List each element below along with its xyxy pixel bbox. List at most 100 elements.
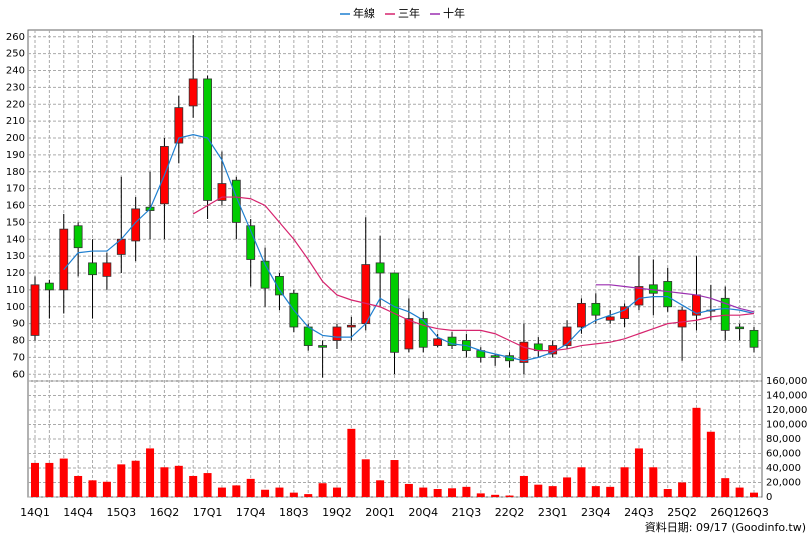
x-tick-label: 18Q3 xyxy=(279,506,309,519)
volume-bar xyxy=(735,487,744,497)
y-tick-label: 110 xyxy=(6,285,25,296)
y-tick-label: 140 xyxy=(6,234,25,245)
candle-body xyxy=(562,326,572,346)
x-tick-label: 15Q3 xyxy=(106,506,136,519)
volume-bar xyxy=(59,458,68,497)
candle-body xyxy=(188,78,198,107)
volume-bar xyxy=(131,460,140,497)
volume-bar xyxy=(174,465,183,497)
volume-bar xyxy=(620,467,629,497)
volume-bar xyxy=(491,494,500,497)
y2-tick-label: 20,000 xyxy=(766,478,801,489)
volume-bar xyxy=(505,495,514,497)
x-tick-label: 14Q4 xyxy=(63,506,93,519)
y2-tick-label: 160,000 xyxy=(766,376,807,387)
volume-bar xyxy=(88,480,97,497)
candle-body xyxy=(44,282,54,291)
y-tick-label: 150 xyxy=(6,217,25,228)
candle-body xyxy=(749,329,759,348)
candle-body xyxy=(404,318,414,350)
volume-bar xyxy=(117,464,126,497)
volume-bar xyxy=(678,482,687,497)
x-tick-label: 21Q3 xyxy=(452,506,482,519)
x-tick-label: 14Q1 xyxy=(20,506,50,519)
y-tick-label: 170 xyxy=(6,184,25,195)
x-tick-label: 17Q4 xyxy=(236,506,266,519)
volume-bar xyxy=(361,459,370,497)
volume-bar xyxy=(419,487,428,497)
candle-body xyxy=(217,183,227,201)
legend-label: 十年 xyxy=(443,6,465,20)
candle-body xyxy=(203,78,212,201)
ma-line xyxy=(63,134,755,362)
candle-body xyxy=(332,326,342,341)
candle-body xyxy=(490,355,500,358)
volume-bar xyxy=(750,492,758,497)
candle-body xyxy=(577,302,586,328)
candle-body xyxy=(246,225,256,260)
y-tick-label: 220 xyxy=(6,99,25,110)
candle-body xyxy=(677,309,687,328)
y2-tick-label: 140,000 xyxy=(766,391,807,402)
x-tick-label: 25Q2 xyxy=(667,506,697,519)
legend-label: 年線 xyxy=(353,6,375,20)
y-tick-label: 250 xyxy=(6,49,25,60)
volume-bar xyxy=(591,486,600,497)
y2-tick-label: 0 xyxy=(766,492,772,503)
volume-bar xyxy=(332,487,341,497)
candle-body xyxy=(605,316,615,321)
x-tick-label: 24Q3 xyxy=(624,506,654,519)
volume-bar xyxy=(318,483,327,497)
volume-bar xyxy=(577,467,586,497)
x-tick-label: 26Q3 xyxy=(739,506,769,519)
volume-bar xyxy=(548,486,557,497)
y2-tick-label: 60,000 xyxy=(766,449,801,460)
volume-bar xyxy=(634,448,643,497)
x-tick-label: 17Q1 xyxy=(193,506,223,519)
y-tick-label: 210 xyxy=(6,116,25,127)
candle-body xyxy=(418,318,428,348)
y-tick-label: 70 xyxy=(12,352,25,363)
y2-tick-label: 40,000 xyxy=(766,463,801,474)
candle-body xyxy=(59,228,69,291)
y-tick-label: 90 xyxy=(12,319,25,330)
y-tick-label: 100 xyxy=(6,302,25,313)
ma-line xyxy=(192,196,755,352)
candle-body xyxy=(433,338,443,346)
volume-bar xyxy=(232,485,241,497)
volume-bar xyxy=(289,492,298,497)
volume-bar xyxy=(390,460,399,497)
candle-body xyxy=(591,302,601,316)
volume-bar xyxy=(433,489,442,497)
y-tick-label: 80 xyxy=(12,336,25,347)
y-tick-label: 190 xyxy=(6,150,25,161)
x-tick-label: 16Q2 xyxy=(150,506,180,519)
volume-bar xyxy=(304,494,313,497)
volume-bar xyxy=(692,407,701,497)
legend-label: 三年 xyxy=(398,6,420,20)
y-tick-label: 180 xyxy=(6,167,25,178)
candle-body xyxy=(231,179,241,223)
candle-body xyxy=(102,262,112,277)
y-tick-label: 130 xyxy=(6,251,25,262)
volume-bar xyxy=(663,489,672,497)
candle-body xyxy=(275,275,284,296)
candle-body xyxy=(73,225,83,249)
y-tick-label: 240 xyxy=(6,66,25,77)
ma-line xyxy=(595,284,755,313)
volume-bar xyxy=(534,484,543,497)
candle-body xyxy=(174,107,184,144)
volume-bar xyxy=(261,489,270,497)
y-tick-label: 160 xyxy=(6,201,25,212)
volume-bar xyxy=(146,448,155,497)
x-tick-label: 23Q1 xyxy=(538,506,568,519)
x-tick-label: 20Q4 xyxy=(408,506,438,519)
volume-bar xyxy=(706,431,715,497)
volume-bar xyxy=(102,481,111,497)
y2-tick-label: 100,000 xyxy=(766,420,807,431)
y-tick-label: 200 xyxy=(6,133,25,144)
x-tick-label: 19Q2 xyxy=(322,506,352,519)
volume-bar xyxy=(74,475,83,497)
candle-body xyxy=(131,208,141,242)
